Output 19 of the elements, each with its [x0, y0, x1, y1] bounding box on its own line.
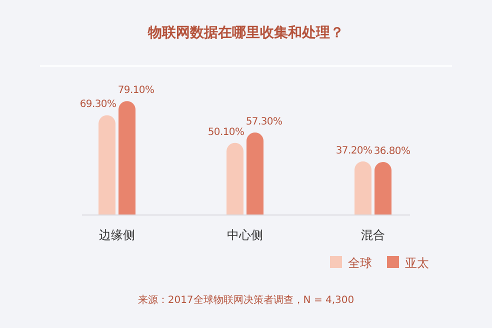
bar [98, 115, 116, 215]
bar [354, 161, 372, 215]
data-label: 69.30% [80, 99, 116, 110]
data-label: 37.20% [336, 145, 372, 156]
x-tick-label: 中心侧 [227, 228, 263, 242]
chart-title: 物联网数据在哪里收集和处理？ [147, 25, 344, 41]
data-label: 50.10% [208, 126, 244, 138]
bar [118, 101, 136, 215]
legend-label: 亚太 [405, 256, 429, 270]
data-label: 36.80% [374, 146, 410, 158]
bar [246, 132, 264, 215]
x-tick-label: 混合 [361, 228, 385, 242]
legend-label: 全球 [348, 256, 372, 270]
data-label: 79.10% [118, 85, 154, 96]
bar [226, 142, 244, 215]
bar [374, 162, 392, 215]
data-label: 57.30% [246, 116, 282, 128]
x-tick-label: 边缘侧 [99, 228, 135, 242]
source-note: 来源：2017全球物联网决策者调查，N = 4,300 [138, 294, 354, 306]
